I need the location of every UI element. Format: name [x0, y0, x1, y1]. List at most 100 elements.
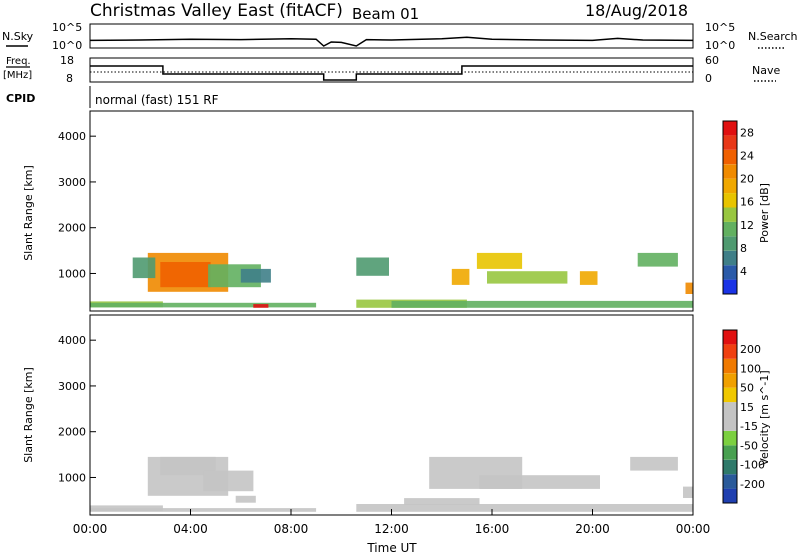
colorbar-tick-label: -50 — [740, 439, 758, 452]
colorbar-tick-label: 15 — [740, 401, 754, 414]
heatmap-region — [476, 252, 523, 269]
colorbar-tick-label: 8 — [740, 242, 747, 255]
colorbar-swatch — [723, 402, 737, 417]
heatmap-region — [253, 304, 269, 308]
noise-panel: N.Sky 10^5 10^0 10^5 10^0 N.Search — [2, 21, 798, 52]
noise-right-tick-bottom: 10^0 — [705, 39, 735, 52]
heatmap-region — [487, 271, 568, 284]
colorbar-swatch — [723, 236, 737, 251]
heatmap-region — [160, 262, 211, 288]
nsearch-label: N.Search — [748, 30, 798, 43]
colorbar-tick-label: 12 — [740, 219, 754, 232]
power-colorbar: 4 8 12 16 20 24 28 — [722, 120, 754, 295]
velocity-heatmap — [90, 456, 693, 512]
heatmap-region — [685, 282, 693, 294]
velocity-range-ticks: 4000 3000 2000 1000 — [58, 334, 96, 484]
range-tick-label: 4000 — [58, 130, 86, 143]
noise-panel-frame — [89, 23, 694, 49]
noise-label: N.Sky — [2, 30, 34, 43]
freq-panel-frame — [89, 57, 694, 83]
power-panel: Slant Range [km] 4000 3000 2000 1000 — [22, 110, 694, 312]
cpid-label: CPID — [6, 92, 35, 105]
colorbar-tick-label: -100 — [740, 459, 765, 472]
noise-left-tick-top: 10^5 — [52, 21, 82, 34]
colorbar-swatch — [723, 193, 737, 208]
time-tick-label: 00:00 — [676, 522, 711, 536]
time-tick-label: 16:00 — [475, 522, 510, 536]
range-tick-label: 3000 — [58, 176, 86, 189]
freq-unit-label: [MHz] — [3, 70, 32, 81]
freq-left-tick-bottom: 8 — [66, 72, 73, 85]
noise-series-line — [89, 36, 694, 47]
colorbar-swatch — [723, 164, 737, 179]
freq-left-tick-top: 18 — [60, 54, 74, 67]
time-tick-label: 04:00 — [173, 522, 208, 536]
range-tick-label: 1000 — [58, 471, 86, 484]
heatmap-region — [630, 456, 678, 471]
time-tick-label: 12:00 — [374, 522, 409, 536]
freq-panel: Freq. [MHz] 18 8 60 0 Nave — [3, 54, 780, 85]
heatmap-region — [479, 475, 600, 489]
beam-label: Beam 01 — [352, 5, 419, 23]
range-tick-label: 4000 — [58, 334, 86, 347]
freq-right-tick-bottom: 0 — [705, 72, 712, 85]
colorbar-tick-label: 16 — [740, 196, 754, 209]
freq-series-line — [90, 65, 693, 81]
date-label: 18/Aug/2018 — [585, 1, 688, 20]
heatmap-region — [356, 257, 389, 276]
colorbar-swatch — [723, 445, 737, 460]
colorbar-swatch — [723, 265, 737, 280]
heatmap-region — [404, 498, 480, 505]
power-heatmap — [90, 252, 693, 308]
time-axis-label: Time UT — [366, 541, 417, 554]
freq-label: Freq. — [6, 56, 31, 67]
colorbar-swatch — [723, 121, 737, 136]
time-tick-label: 00:00 — [73, 522, 108, 536]
heatmap-region — [132, 257, 156, 279]
power-range-ticks: 4000 3000 2000 1000 — [58, 130, 96, 280]
heatmap-region — [160, 456, 216, 476]
colorbar-tick-label: -15 — [740, 420, 758, 433]
power-panel-frame — [89, 110, 694, 312]
colorbar-swatch — [723, 430, 737, 446]
heatmap-region — [579, 271, 598, 285]
power-colorbar-label: Power [dB] — [758, 183, 771, 243]
time-tick-label: 20:00 — [575, 522, 610, 536]
colorbar-swatch — [723, 221, 737, 237]
heatmap-region — [235, 495, 256, 503]
heatmap-region — [90, 508, 317, 512]
colorbar-swatch — [723, 279, 737, 294]
range-tick-label: 2000 — [58, 426, 86, 439]
time-tick-label: 08:00 — [274, 522, 309, 536]
noise-right-tick-top: 10^5 — [705, 21, 735, 34]
heatmap-region — [240, 268, 271, 283]
colorbar-swatch — [723, 474, 737, 489]
nave-label: Nave — [752, 64, 780, 77]
heatmap-region — [391, 300, 693, 308]
colorbar-tick-label: 24 — [740, 150, 754, 163]
colorbar-tick-label: 50 — [740, 382, 754, 395]
range-tick-label: 2000 — [58, 222, 86, 235]
colorbar-tick-label: 100 — [740, 362, 761, 375]
colorbar-swatch — [723, 250, 737, 266]
colorbar-swatch — [723, 488, 737, 503]
colorbar-swatch — [723, 416, 737, 431]
colorbar-tick-label: 200 — [740, 343, 761, 356]
colorbar-swatch — [723, 459, 737, 475]
range-tick-label: 1000 — [58, 267, 86, 280]
heatmap-region — [683, 486, 693, 498]
colorbar-swatch — [723, 207, 737, 222]
colorbar-tick-label: 20 — [740, 173, 754, 186]
colorbar-swatch — [723, 330, 737, 345]
colorbar-swatch — [723, 358, 737, 374]
velocity-colorbar-label: Velocity [m s^-1] — [758, 370, 771, 465]
power-range-label: Slant Range [km] — [22, 165, 35, 261]
cpid-value: normal (fast) 151 RF — [95, 93, 219, 107]
station-title: Christmas Valley East (fitACF) — [90, 1, 343, 21]
heatmap-region — [451, 268, 470, 285]
heatmap-region — [637, 252, 678, 267]
colorbar-swatch — [723, 344, 737, 359]
freq-right-tick-top: 60 — [705, 54, 719, 67]
